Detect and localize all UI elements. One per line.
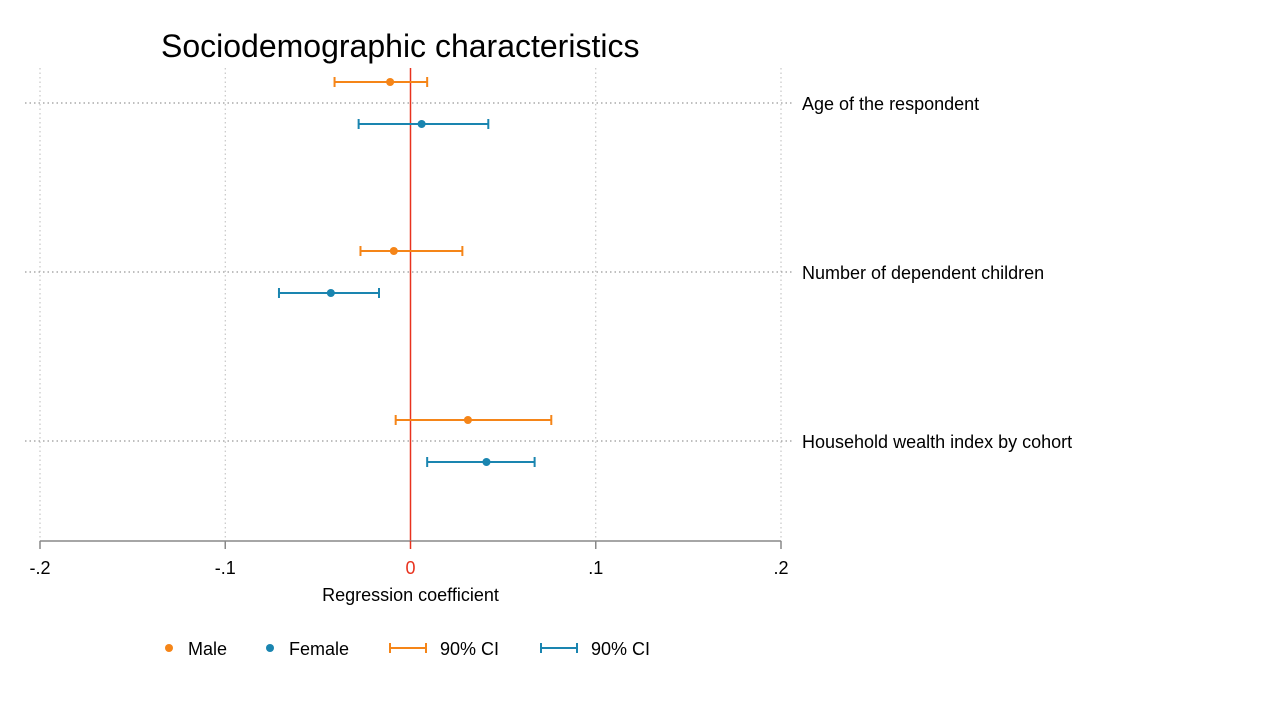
x-axis-title: Regression coefficient (322, 585, 499, 605)
x-tick-label: .2 (773, 558, 788, 578)
point-estimate-female (326, 289, 335, 297)
point-estimate-male (389, 247, 398, 255)
x-tick-label: 0 (405, 558, 415, 578)
legend-label: Female (289, 639, 349, 659)
x-tick-label: -.1 (215, 558, 236, 578)
point-estimate-female (417, 120, 426, 128)
legend-marker (266, 644, 274, 652)
x-tick-label: .1 (588, 558, 603, 578)
legend-label: 90% CI (591, 639, 650, 659)
chart-title: Sociodemographic characteristics (161, 28, 639, 64)
legend-label: 90% CI (440, 639, 499, 659)
legend-label: Male (188, 639, 227, 659)
point-estimate-male (463, 416, 472, 424)
category-label: Age of the respondent (802, 94, 979, 114)
category-label: Number of dependent children (802, 263, 1044, 283)
x-tick-label: -.2 (29, 558, 50, 578)
point-estimate-male (386, 78, 395, 86)
legend-marker (165, 644, 173, 652)
category-label: Household wealth index by cohort (802, 432, 1072, 452)
point-estimate-female (482, 458, 491, 466)
